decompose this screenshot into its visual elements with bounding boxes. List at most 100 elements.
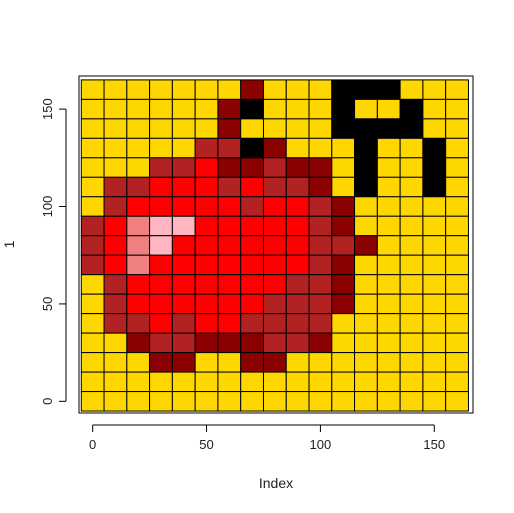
heatmap-cell [308,118,333,139]
heatmap-cell [103,79,128,100]
heatmap-cell [126,215,151,237]
heatmap-cell [171,235,196,256]
heatmap-cell [171,352,196,373]
heatmap-cell [80,352,105,373]
heatmap-cell [445,391,469,412]
heatmap-cell [354,137,378,159]
heatmap-cell [354,98,378,120]
heatmap-cell [240,352,264,373]
heatmap-cell [126,137,151,159]
heatmap-cell [285,352,310,373]
heatmap-cell [126,118,151,139]
heatmap-cell [331,98,356,120]
heatmap-cell [194,137,219,159]
heatmap-cell [171,196,196,217]
heatmap-cell [399,352,424,373]
heatmap-cell [422,293,447,315]
heatmap-cell [354,118,378,139]
y-tick-label: 150 [40,98,55,120]
heatmap-cell [376,332,401,354]
heatmap-cell [149,293,173,315]
heatmap-cell [194,293,219,315]
heatmap-cell [376,254,401,276]
heatmap-cell [285,118,310,139]
heatmap-cell [103,371,128,393]
heatmap-cell [194,118,219,139]
heatmap-cell [422,391,447,412]
heatmap-cell [171,332,196,354]
heatmap-cell [217,98,242,120]
heatmap-cell [354,157,378,178]
heatmap-cell [376,176,401,198]
heatmap-cell [376,313,401,334]
heatmap-cell [376,196,401,217]
heatmap-cell [217,274,242,295]
heatmap-cell [262,137,287,159]
heatmap-cell [149,196,173,217]
heatmap-cell [240,235,264,256]
heatmap-cell [308,215,333,237]
heatmap-cell [80,332,105,354]
heatmap-cell [149,79,173,100]
heatmap-cell [240,98,264,120]
heatmap-cell [217,371,242,393]
heatmap-cell [80,215,105,237]
heatmap-cell [149,235,173,256]
heatmap-cell [80,313,105,334]
heatmap-cell [103,118,128,139]
heatmap-cell [308,313,333,334]
heatmap-cell [262,176,287,198]
heatmap-cell [445,98,469,120]
heatmap-cell [217,313,242,334]
x-tick-label: 150 [423,437,445,452]
heatmap-cell [80,391,105,412]
heatmap-cell [171,293,196,315]
heatmap-cell [240,176,264,198]
heatmap-cell [262,274,287,295]
heatmap-cell [422,371,447,393]
heatmap-cell [308,157,333,178]
heatmap-cell [376,157,401,178]
heatmap-cell [171,371,196,393]
heatmap-cell [445,79,469,100]
heatmap-cell [376,352,401,373]
heatmap-cell [103,293,128,315]
heatmap-cell [376,235,401,256]
heatmap-cell [149,371,173,393]
heatmap-cell [308,176,333,198]
heatmap-cells [80,79,469,412]
heatmap-cell [171,176,196,198]
heatmap-cell [262,391,287,412]
heatmap-cell [399,79,424,100]
heatmap-cell [445,176,469,198]
x-axis: 0 50 100 150 [89,424,445,452]
heatmap-cell [422,235,447,256]
heatmap-cell [308,79,333,100]
heatmap-cell [126,79,151,100]
heatmap-cell [331,371,356,393]
heatmap-cell [331,215,356,237]
heatmap-cell [262,196,287,217]
heatmap-cell [103,176,128,198]
heatmap-cell [285,371,310,393]
heatmap-cell [331,254,356,276]
heatmap-cell [171,137,196,159]
heatmap-cell [285,98,310,120]
heatmap-cell [240,118,264,139]
heatmap-cell [354,332,378,354]
heatmap-cell [217,391,242,412]
heatmap-cell [285,332,310,354]
heatmap-cell [331,196,356,217]
heatmap-cell [194,332,219,354]
heatmap-cell [240,332,264,354]
heatmap-cell [149,274,173,295]
y-axis: 0 50 100 150 [40,98,67,405]
heatmap-cell [240,157,264,178]
y-tick-label: 50 [40,297,55,311]
heatmap-cell [399,196,424,217]
heatmap-cell [80,293,105,315]
heatmap-cell [399,235,424,256]
heatmap-cell [217,235,242,256]
heatmap-cell [399,313,424,334]
heatmap-cell [331,79,356,100]
